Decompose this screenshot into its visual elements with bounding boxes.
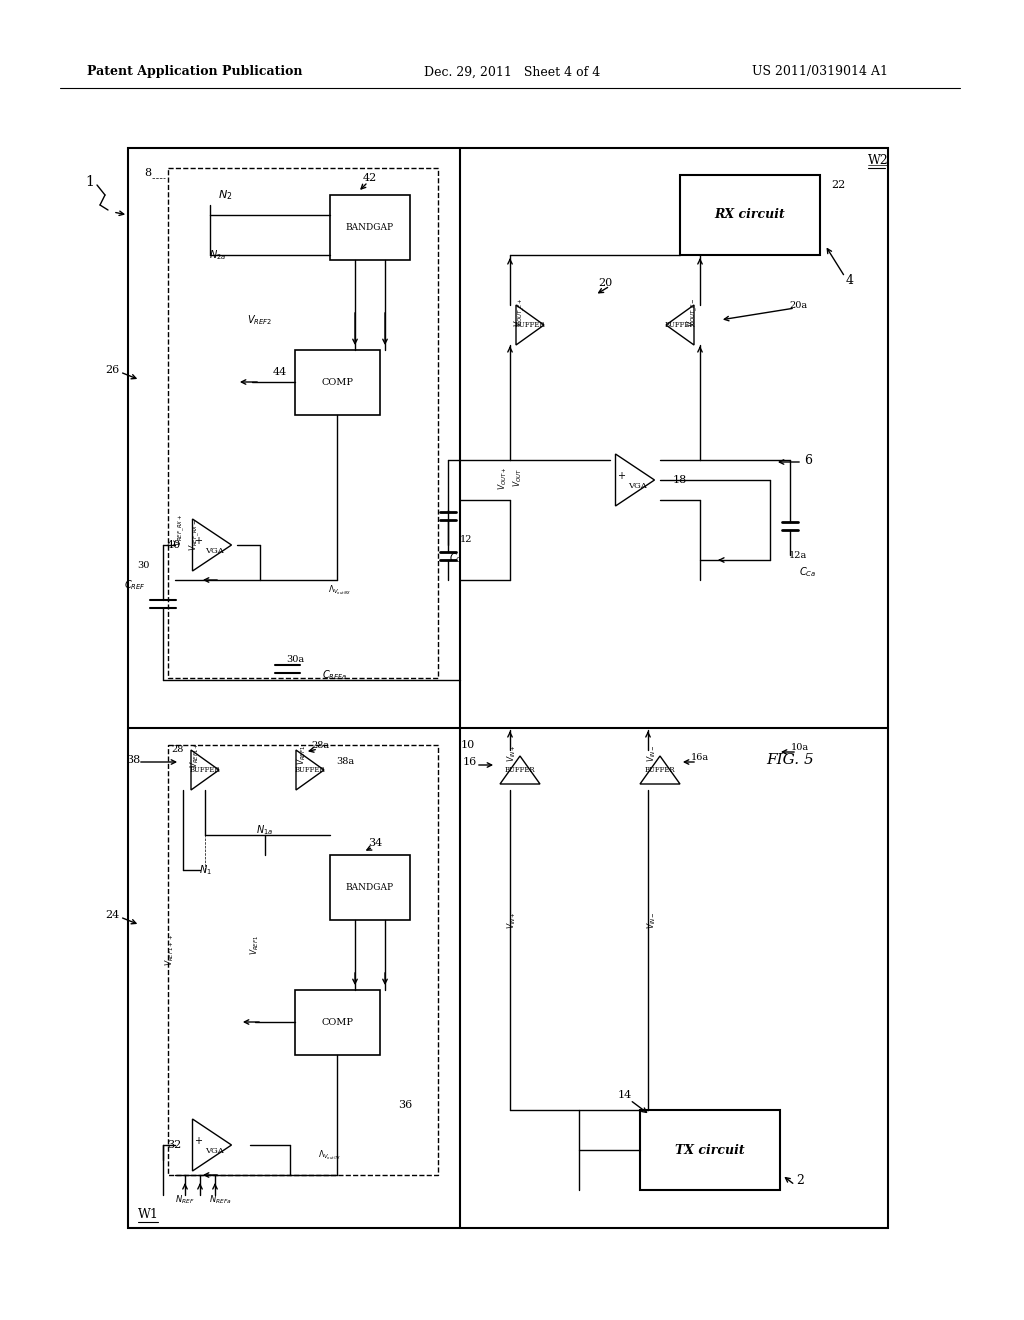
Text: $V_{REF1}$: $V_{REF1}$ [296, 744, 308, 766]
Text: $\Lambda_{V_{out/RX}}$: $\Lambda_{V_{out/RX}}$ [329, 583, 352, 597]
Text: 36: 36 [398, 1100, 412, 1110]
Text: 12a: 12a [788, 550, 807, 560]
Polygon shape [615, 454, 654, 506]
Text: $C_{Ca}$: $C_{Ca}$ [800, 565, 816, 579]
Text: VGA: VGA [205, 1147, 223, 1155]
Text: US 2011/0319014 A1: US 2011/0319014 A1 [752, 66, 888, 78]
Text: $V_{IN+}$: $V_{IN+}$ [506, 911, 518, 929]
Text: $V_{IN+}$: $V_{IN+}$ [506, 744, 518, 762]
Bar [168, 168, 438, 678]
Polygon shape [516, 305, 544, 345]
Text: $V_{OUT\_E-}$: $V_{OUT\_E-}$ [686, 297, 700, 327]
Text: 38: 38 [126, 755, 140, 766]
Text: $V_{REF\_RX+}$: $V_{REF\_RX+}$ [173, 513, 187, 546]
Text: FIG. 5: FIG. 5 [766, 752, 814, 767]
Polygon shape [193, 1119, 231, 1171]
Text: RX circuit: RX circuit [715, 209, 785, 222]
Text: 14: 14 [617, 1090, 632, 1100]
Text: $V_{OUT+}$: $V_{OUT+}$ [497, 466, 509, 490]
Bar [330, 195, 410, 260]
Polygon shape [666, 305, 694, 345]
Text: 12: 12 [460, 536, 472, 544]
Text: 44: 44 [272, 367, 287, 378]
Text: $V_{REF1}$: $V_{REF1}$ [249, 935, 261, 956]
Text: $V_{REF\_RX-}$: $V_{REF\_RX-}$ [187, 519, 202, 552]
Text: 20: 20 [598, 279, 612, 288]
Text: 38a: 38a [336, 758, 354, 767]
Text: 4: 4 [846, 273, 854, 286]
Text: 6: 6 [804, 454, 812, 466]
Text: 30a: 30a [286, 656, 304, 664]
Text: W2: W2 [867, 153, 889, 166]
Text: $N_{REF}$: $N_{REF}$ [175, 1193, 195, 1206]
Text: 18: 18 [673, 475, 687, 484]
Text: 16a: 16a [691, 754, 709, 763]
Bar [295, 990, 380, 1055]
Text: $V_{REF1+}$: $V_{REF1+}$ [188, 742, 202, 768]
Text: $N_1$: $N_1$ [199, 863, 211, 876]
Text: 40: 40 [167, 540, 181, 550]
Text: BUFFER: BUFFER [295, 766, 326, 774]
Text: W1: W1 [137, 1209, 159, 1221]
Text: $C_C$: $C_C$ [450, 552, 463, 565]
Polygon shape [640, 756, 680, 784]
Text: 30: 30 [137, 561, 150, 569]
Bar [680, 176, 820, 255]
Text: TX circuit: TX circuit [675, 1143, 744, 1156]
Text: 28: 28 [172, 746, 184, 755]
Text: $V_{OUT\_E+}$: $V_{OUT\_E+}$ [513, 297, 527, 327]
Text: $V_{IN-}$: $V_{IN-}$ [646, 911, 658, 929]
Text: $N_{1a}$: $N_{1a}$ [256, 824, 273, 837]
Text: VGA: VGA [205, 546, 223, 554]
Text: $V_{REF1++}$: $V_{REF1++}$ [164, 933, 176, 966]
Polygon shape [191, 750, 219, 789]
Bar [128, 148, 888, 1228]
Text: Patent Application Publication: Patent Application Publication [87, 66, 303, 78]
Bar [640, 1110, 780, 1191]
Text: $V_{OUT}$: $V_{OUT}$ [512, 469, 524, 487]
Text: $C_{REFa}$: $C_{REFa}$ [323, 668, 348, 682]
Text: 34: 34 [368, 838, 382, 847]
Text: +: + [195, 536, 203, 546]
Text: 24: 24 [104, 909, 119, 920]
Text: $C_{REF}$: $C_{REF}$ [124, 578, 145, 591]
Text: BUFFER: BUFFER [189, 766, 220, 774]
Text: $N_{2a}$: $N_{2a}$ [209, 248, 226, 261]
Text: Dec. 29, 2011   Sheet 4 of 4: Dec. 29, 2011 Sheet 4 of 4 [424, 66, 600, 78]
Text: 2: 2 [796, 1173, 804, 1187]
Text: 8: 8 [144, 168, 152, 178]
Bar [330, 855, 410, 920]
Text: 28a: 28a [311, 741, 329, 750]
Bar [168, 744, 438, 1175]
Text: 10: 10 [461, 741, 475, 750]
Polygon shape [500, 756, 540, 784]
Text: +: + [617, 471, 626, 480]
Text: BANDGAP: BANDGAP [346, 883, 394, 892]
Text: 20a: 20a [788, 301, 807, 309]
Text: COMP: COMP [322, 1018, 353, 1027]
Text: +: + [195, 1137, 203, 1146]
Text: BUFFER: BUFFER [665, 321, 695, 329]
Text: BUFFER: BUFFER [645, 766, 675, 774]
Text: BANDGAP: BANDGAP [346, 223, 394, 232]
Text: $V_{REF2}$: $V_{REF2}$ [248, 313, 272, 327]
Text: $\Lambda_{V_{out/TX}}$: $\Lambda_{V_{out/TX}}$ [318, 1148, 342, 1162]
Text: VGA: VGA [628, 482, 646, 490]
Text: BUFFER: BUFFER [515, 321, 546, 329]
Text: 16: 16 [463, 756, 477, 767]
Text: $V_{IN-}$: $V_{IN-}$ [646, 744, 658, 762]
Text: $N_{REFa}$: $N_{REFa}$ [209, 1193, 231, 1206]
Text: BUFFER: BUFFER [505, 766, 536, 774]
Text: 32: 32 [167, 1140, 181, 1150]
Text: 1: 1 [86, 176, 94, 189]
Text: 22: 22 [830, 180, 845, 190]
Polygon shape [296, 750, 324, 789]
Polygon shape [193, 519, 231, 572]
Text: 42: 42 [362, 173, 377, 183]
Text: $N_2$: $N_2$ [218, 187, 232, 202]
Text: COMP: COMP [322, 378, 353, 387]
Text: 26: 26 [104, 366, 119, 375]
Bar [295, 350, 380, 414]
Text: 10a: 10a [791, 743, 809, 752]
